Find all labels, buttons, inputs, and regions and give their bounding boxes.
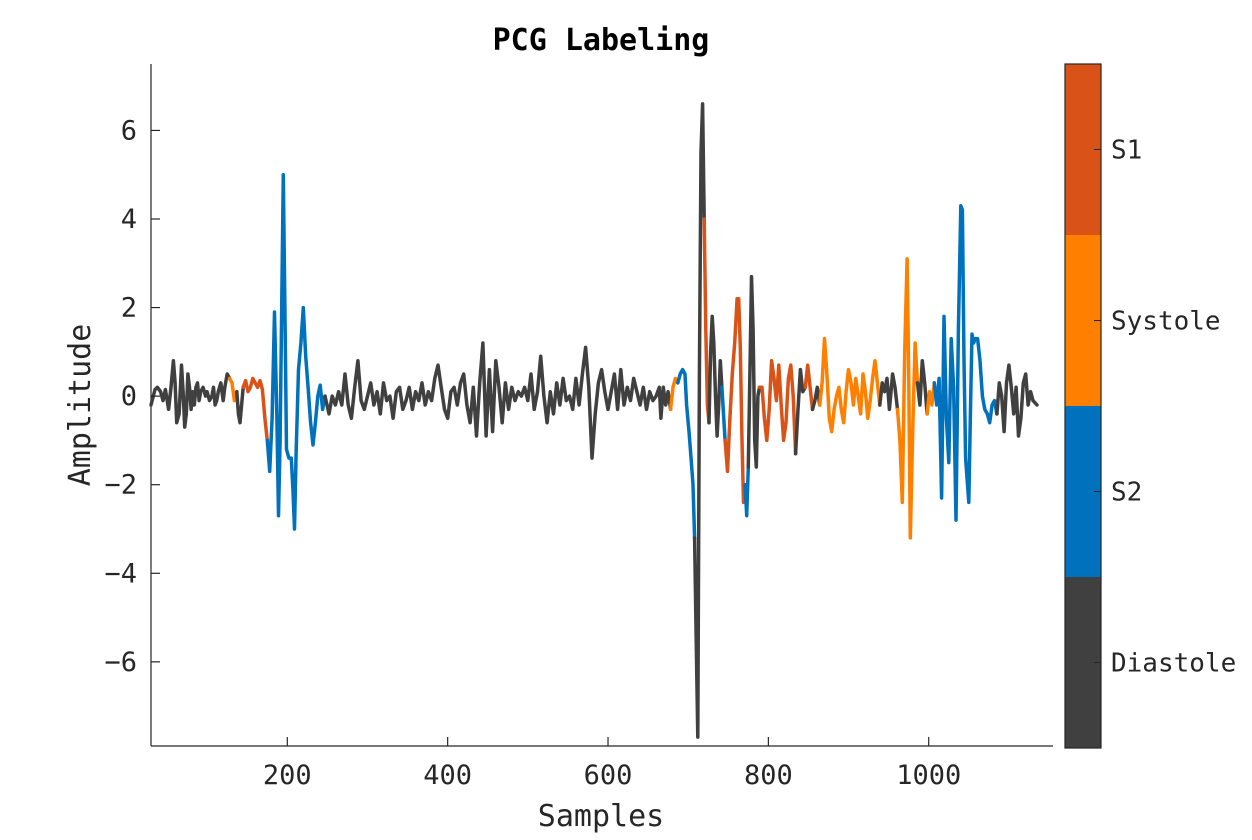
trace-segment-diastole-16 bbox=[793, 367, 808, 456]
y-ticks: 6 4 2 0 −2 −4 −6 bbox=[104, 115, 160, 678]
colorbar-label-s1: S1 bbox=[1111, 136, 1142, 166]
x-axis-label: Samples bbox=[538, 799, 664, 834]
trace-segment-s2-13 bbox=[743, 465, 751, 518]
trace-segment-diastole-18 bbox=[810, 385, 822, 412]
trace-segment-s1-3 bbox=[241, 376, 270, 443]
chart-title: PCG Labeling bbox=[493, 23, 710, 58]
y-tick-label: 4 bbox=[121, 204, 137, 235]
y-tick-label: −6 bbox=[104, 647, 137, 678]
colorbar-frame bbox=[1064, 63, 1102, 749]
trace-segment-diastole-8 bbox=[692, 102, 706, 739]
x-tick-label: 200 bbox=[263, 760, 312, 791]
trace-segment-diastole-2 bbox=[235, 385, 245, 425]
trace-segment-systole-23 bbox=[925, 381, 937, 416]
trace-segment-s1-12 bbox=[723, 296, 747, 505]
y-axis-label: Amplitude bbox=[63, 324, 98, 487]
x-tick-label: 600 bbox=[584, 760, 633, 791]
trace-segment-diastole-14 bbox=[746, 274, 762, 469]
trace-segment-diastole-0 bbox=[149, 358, 232, 429]
trace-segment-systole-19 bbox=[817, 336, 882, 434]
trace-segment-s2-11 bbox=[720, 385, 727, 443]
trace-segment-s1-17 bbox=[803, 363, 815, 412]
trace-segment-s2-24 bbox=[932, 203, 999, 522]
trace-segment-s2-4 bbox=[265, 172, 327, 531]
signal-traces bbox=[149, 102, 1039, 739]
trace-segment-systole-21 bbox=[895, 257, 920, 540]
y-tick-label: 0 bbox=[121, 381, 137, 412]
x-tick-label: 400 bbox=[423, 760, 472, 791]
y-tick-label: 2 bbox=[121, 293, 137, 324]
y-tick-label: −4 bbox=[104, 558, 137, 589]
state-colorbar: S1 Systole S2 Diastole bbox=[1064, 63, 1236, 749]
trace-segment-s1-15 bbox=[757, 358, 798, 456]
trace-segment-diastole-10 bbox=[707, 314, 724, 438]
x-ticks: 200 400 600 800 1000 bbox=[263, 737, 961, 791]
trace-segment-diastole-22 bbox=[915, 358, 929, 416]
y-tick-label: −2 bbox=[104, 470, 137, 501]
y-tick-label: 6 bbox=[121, 115, 137, 146]
colorbar-label-diastole: Diastole bbox=[1111, 649, 1236, 679]
trace-segment-diastole-20 bbox=[878, 372, 900, 412]
trace-segment-diastole-25 bbox=[995, 363, 1039, 438]
trace-segment-s2-7 bbox=[676, 367, 697, 540]
x-tick-label: 1000 bbox=[896, 760, 961, 791]
x-tick-label: 800 bbox=[744, 760, 793, 791]
colorbar-label-s2: S2 bbox=[1111, 478, 1142, 508]
colorbar-label-systole: Systole bbox=[1111, 307, 1221, 337]
trace-segment-diastole-5 bbox=[323, 341, 673, 460]
